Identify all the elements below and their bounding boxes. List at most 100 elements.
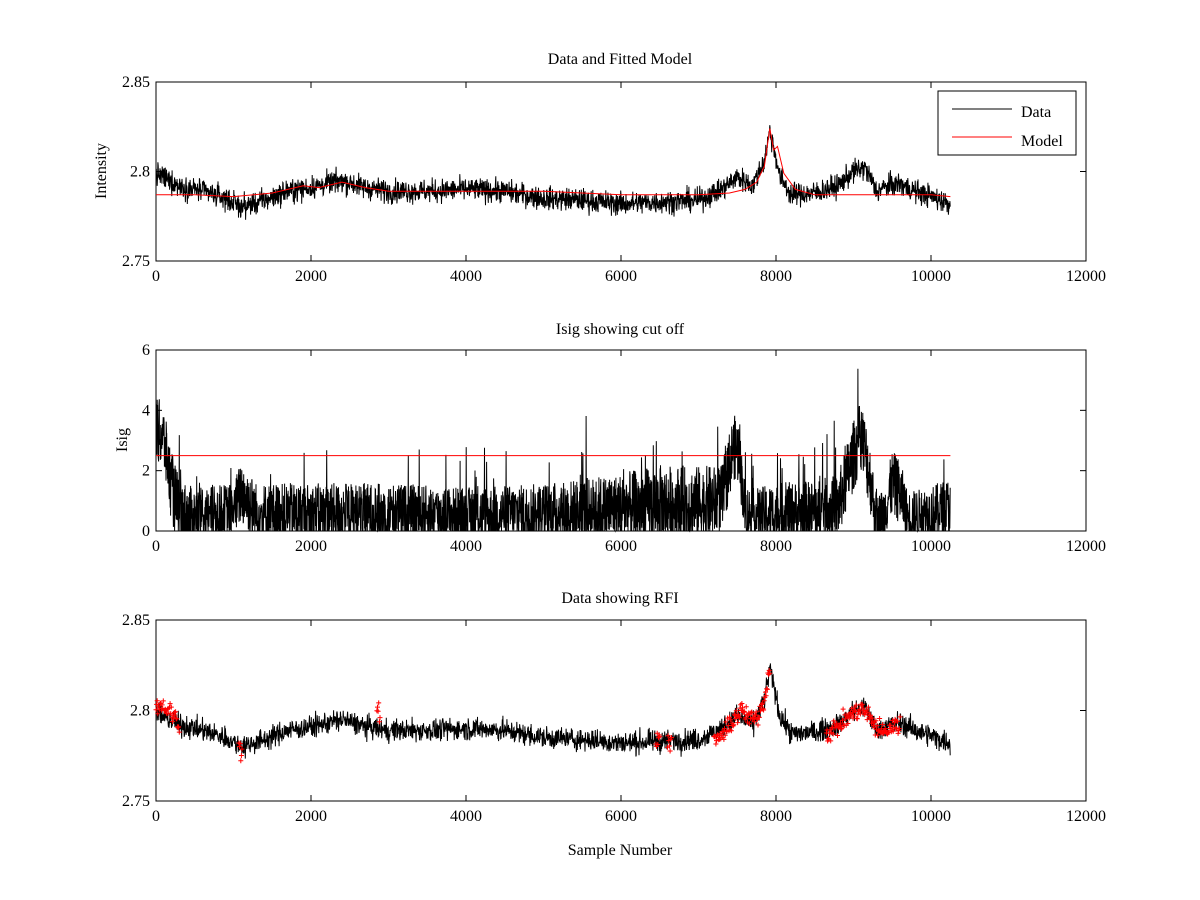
rfi-marker bbox=[764, 686, 770, 692]
rfi-marker bbox=[736, 715, 742, 721]
rfi-marker bbox=[655, 742, 661, 747]
legend: Data Model bbox=[937, 90, 1077, 156]
rfi-segment bbox=[153, 698, 182, 735]
x-tick-label: 2000 bbox=[295, 808, 327, 825]
x-tick-label: 2000 bbox=[295, 268, 327, 285]
rfi-marker bbox=[890, 728, 896, 734]
rfi-marker bbox=[880, 722, 886, 727]
x-tick-label: 12000 bbox=[1066, 538, 1106, 555]
x-tick-label: 12000 bbox=[1066, 808, 1106, 825]
rfi-marker bbox=[849, 710, 855, 716]
rfi-marker bbox=[756, 714, 762, 720]
rfi-marker bbox=[666, 743, 672, 749]
rfi-marker bbox=[239, 746, 245, 752]
x-tick-label: 6000 bbox=[605, 538, 637, 555]
rfi-marker bbox=[853, 702, 859, 708]
x-tick-label: 12000 bbox=[1066, 268, 1106, 285]
rfi-marker bbox=[175, 725, 181, 731]
rfi-marker bbox=[874, 723, 880, 729]
rfi-marker bbox=[237, 744, 242, 750]
rfi-marker bbox=[237, 741, 243, 747]
rfi-marker bbox=[830, 731, 836, 737]
rfi-marker bbox=[897, 714, 903, 720]
x-tick-label: 10000 bbox=[911, 808, 951, 825]
rfi-marker bbox=[176, 724, 182, 730]
rfi-marker bbox=[895, 730, 901, 736]
rfi-segment bbox=[374, 700, 383, 725]
rfi-marker bbox=[168, 704, 174, 710]
rfi-marker bbox=[749, 709, 755, 715]
rfi-marker bbox=[751, 719, 757, 725]
series-group bbox=[155, 368, 951, 533]
rfi-segment bbox=[236, 740, 245, 764]
rfi-marker bbox=[753, 709, 759, 715]
series-data-line bbox=[155, 125, 951, 220]
rfi-marker bbox=[873, 718, 879, 724]
x-tick-label: 0 bbox=[152, 538, 160, 555]
rfi-marker bbox=[828, 738, 834, 744]
rfi-marker bbox=[375, 704, 380, 710]
rfi-marker bbox=[761, 707, 767, 713]
rfi-marker bbox=[851, 713, 857, 719]
panel-isig-cutoff: Isig showing cut off Isig 0 2000 4000 6000 8… bbox=[114, 321, 1106, 555]
series-isig-line bbox=[155, 368, 951, 533]
legend-box bbox=[937, 90, 1077, 156]
x-tick-label: 4000 bbox=[450, 268, 482, 285]
rfi-marker bbox=[766, 667, 772, 673]
rfi-segment bbox=[653, 730, 663, 749]
rfi-marker bbox=[733, 708, 739, 714]
y-tick-label: 4 bbox=[142, 402, 150, 419]
rfi-marker bbox=[167, 701, 173, 707]
rfi-marker bbox=[895, 718, 900, 724]
rfi-marker bbox=[845, 721, 851, 726]
rfi-marker bbox=[665, 733, 671, 739]
y-tick-label: 2.85 bbox=[122, 74, 150, 91]
x-tick-label: 8000 bbox=[760, 808, 792, 825]
x-tick-label: 2000 bbox=[295, 538, 327, 555]
series-data-line bbox=[155, 663, 951, 759]
rfi-marker bbox=[174, 716, 180, 722]
x-tick-label: 8000 bbox=[760, 538, 792, 555]
rfi-marker bbox=[668, 735, 674, 740]
rfi-marker bbox=[725, 723, 731, 728]
x-tick-label: 8000 bbox=[760, 268, 792, 285]
rfi-marker bbox=[743, 715, 749, 721]
legend-data-label: Data bbox=[1021, 104, 1051, 121]
y-tick-label: 2.8 bbox=[130, 703, 150, 720]
rfi-marker bbox=[723, 719, 729, 725]
y-tick-label: 0 bbox=[142, 523, 150, 540]
rfi-marker bbox=[159, 702, 165, 708]
panel-data-rfi: Data showing RFI 0 2000 4000 6000 8000 10000 1… bbox=[122, 590, 1106, 859]
rfi-marker bbox=[763, 693, 769, 699]
rfi-marker bbox=[171, 715, 177, 721]
rfi-marker bbox=[722, 732, 728, 738]
rfi-marker bbox=[835, 733, 840, 738]
x-tick-label: 10000 bbox=[911, 538, 951, 555]
rfi-segment bbox=[711, 667, 773, 747]
y-axis-label: Isig bbox=[114, 428, 131, 452]
rfi-marker bbox=[839, 725, 845, 731]
axes-box bbox=[155, 619, 1087, 802]
axis-ticks: 0 2000 4000 6000 8000 10000 12000 2.75 2.8 2.85 bbox=[122, 74, 1106, 285]
rfi-segment bbox=[665, 733, 674, 754]
rfi-marker bbox=[838, 726, 844, 732]
axes-box bbox=[155, 81, 1087, 262]
rfi-marker bbox=[713, 741, 719, 747]
series-group bbox=[153, 663, 951, 764]
rfi-marker bbox=[865, 709, 871, 715]
rfi-marker bbox=[712, 733, 718, 739]
rfi-marker bbox=[172, 712, 178, 718]
y-tick-label: 2.85 bbox=[122, 612, 150, 629]
x-tick-label: 4000 bbox=[450, 538, 482, 555]
x-tick-label: 0 bbox=[152, 268, 160, 285]
rfi-marker bbox=[891, 724, 897, 730]
rfi-marker bbox=[731, 722, 737, 728]
rfi-marker bbox=[867, 712, 873, 718]
x-tick-label: 0 bbox=[152, 808, 160, 825]
rfi-marker bbox=[877, 716, 883, 721]
y-axis-label: Intensity bbox=[93, 143, 110, 199]
y-tick-label: 2.8 bbox=[130, 164, 150, 181]
rfi-marker bbox=[764, 686, 770, 692]
rfi-marker bbox=[860, 705, 866, 711]
